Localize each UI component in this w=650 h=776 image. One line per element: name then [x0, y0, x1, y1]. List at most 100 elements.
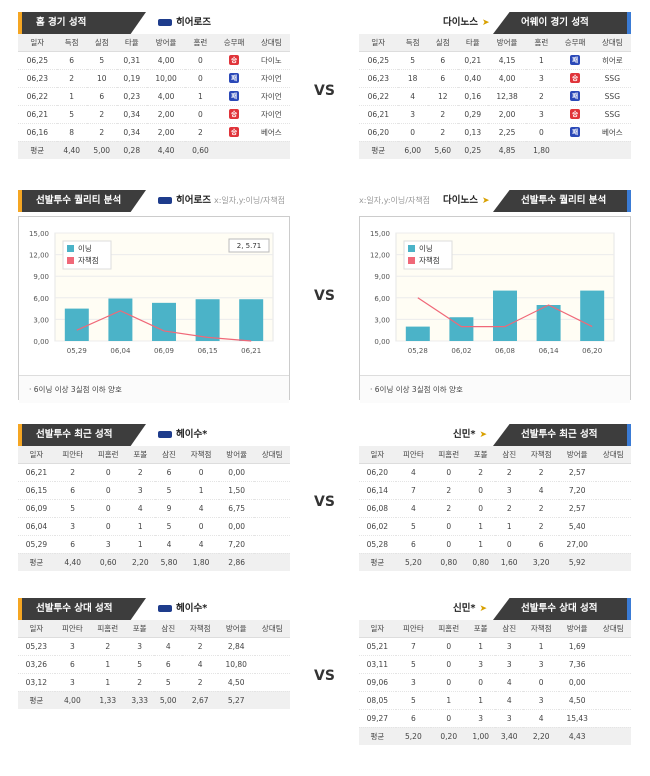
table-cell: 2 [431, 481, 467, 500]
average-cell: 평균 [359, 553, 396, 571]
table-cell: 3 [494, 709, 524, 728]
table-row: 06,21 2 0 2 6 0 0,00 [18, 463, 290, 482]
column-header: 타율 [116, 34, 147, 52]
table-cell: 4 [395, 499, 432, 518]
column-header: 피홈런 [431, 446, 467, 464]
column-header: 삼진 [494, 446, 524, 464]
y-tick-label: 0,00 [374, 338, 390, 346]
table-cell: 09,27 [359, 709, 396, 728]
panel-title: 선발투수 상대 성적 [18, 598, 146, 620]
table-cell [254, 463, 290, 482]
table-cell [254, 481, 290, 500]
table-cell: 3 [466, 709, 495, 728]
team-name: 히어로즈 [158, 15, 211, 31]
panel-title: 선발투수 최근 성적 [18, 424, 146, 446]
loss-badge-icon: 패 [570, 55, 581, 65]
table-cell [595, 637, 631, 656]
average-row: 평균 4,40 5,00 0,28 4,40 0,60 [18, 141, 290, 159]
table-row: 09,06 3 0 0 4 0 0,00 [359, 673, 631, 692]
average-row: 평균 6,00 5,60 0,25 4,85 1,80 [359, 141, 631, 159]
average-cell: 5,20 [395, 727, 432, 745]
bar [239, 299, 264, 341]
table-cell: 4,50 [558, 691, 596, 710]
table-cell: 4 [153, 637, 183, 656]
average-cell: 평균 [18, 141, 57, 159]
x-tick-label: 06,02 [451, 347, 471, 355]
series-line [76, 310, 252, 342]
column-header: 타율 [457, 34, 488, 52]
stats-table: 일자 피안타 피홈런 포볼 삼진 자책점 방어율 상대팀 06,20 4 0 2 2 2 2,57 06,14… [359, 446, 631, 571]
average-cell: 5,80 [154, 553, 184, 571]
x-tick-label: 05,28 [408, 347, 428, 355]
table-cell: 0 [523, 673, 559, 692]
average-cell: 0,60 [185, 141, 216, 159]
table-row: 05,28 6 0 1 0 6 27,00 [359, 535, 631, 554]
table-cell: 4 [494, 691, 524, 710]
table-cell: 06,20 [359, 123, 398, 142]
table-cell: 3 [54, 637, 91, 656]
table-cell [595, 709, 631, 728]
table-cell: 2,25 [487, 123, 527, 142]
average-cell: 평균 [359, 727, 396, 745]
table-cell: 2,00 [146, 105, 186, 124]
column-header: 일자 [18, 34, 57, 52]
table-cell: 0 [526, 123, 557, 142]
table-cell: 2 [526, 87, 557, 106]
table-cell: 1 [185, 87, 216, 106]
table-cell: 베어스 [593, 123, 631, 142]
table-cell: 1 [90, 673, 126, 692]
table-cell: 0 [431, 517, 467, 536]
column-header: 포볼 [466, 446, 495, 464]
table-cell: 3 [466, 655, 495, 674]
table-cell: 0 [90, 481, 126, 500]
average-row: 평균 4,40 0,60 2,20 5,80 1,80 2,86 [18, 553, 290, 571]
table-cell: 5 [54, 499, 91, 518]
table-cell [595, 463, 631, 482]
table-row: 08,05 5 1 1 4 3 4,50 [359, 691, 631, 710]
loss-badge-icon: 패 [570, 91, 581, 101]
table-cell: 4 [494, 673, 524, 692]
result-cell: 패 [556, 51, 594, 70]
table-cell: 2 [182, 637, 218, 656]
table-cell: 03,12 [18, 673, 55, 692]
table-row: 03,26 6 1 5 6 4 10,80 [18, 655, 290, 674]
average-cell: 0,25 [457, 141, 488, 159]
column-header: 상대팀 [593, 34, 631, 52]
table-cell: 6 [395, 709, 432, 728]
y-tick-label: 12,00 [29, 252, 49, 260]
result-cell: 승 [215, 123, 253, 142]
table-cell: 1 [125, 535, 155, 554]
table-cell: 0 [183, 517, 219, 536]
table-cell: 4,15 [487, 51, 527, 70]
average-cell: 0,60 [90, 553, 126, 571]
table-cell: 8 [56, 123, 87, 142]
average-cell: 평균 [359, 141, 398, 159]
table-cell: 2 [86, 123, 117, 142]
team-logo-icon: ➤ [481, 18, 490, 28]
table-row: 06,15 6 0 3 5 1 1,50 [18, 481, 290, 500]
table-cell: 06,09 [18, 499, 55, 518]
stats-table: 일자 피안타 피홈런 포볼 삼진 자책점 방어율 상대팀 05,21 7 0 1 3 1 1,69 03,11… [359, 620, 631, 745]
column-header: 실점 [427, 34, 458, 52]
table-cell: 4 [154, 535, 184, 554]
column-header: 피안타 [54, 446, 91, 464]
table-cell: 4,50 [217, 673, 255, 692]
panel-title: 선발투수 퀄리티 분석 [493, 190, 631, 212]
table-cell: 0,00 [558, 673, 596, 692]
average-row: 평균 5,20 0,80 0,80 1,60 3,20 5,92 [359, 553, 631, 571]
y-tick-label: 0,00 [33, 338, 49, 346]
table-cell: 2,84 [217, 637, 255, 656]
tooltip-box [228, 238, 270, 253]
table-cell: 12,38 [487, 87, 527, 106]
legend-label: 이닝 [419, 243, 433, 253]
table-cell: 5 [154, 517, 184, 536]
table-row: 06,22 4 12 0,16 12,38 2 패 SSG [359, 87, 631, 106]
average-cell: 5,60 [427, 141, 458, 159]
table-cell: 0,00 [218, 463, 255, 482]
table-cell: 06,08 [359, 499, 396, 518]
average-cell: 5,00 [153, 691, 183, 709]
average-cell: 2,67 [182, 691, 218, 709]
win-badge-icon: 승 [229, 55, 240, 65]
table-cell: 3 [523, 655, 559, 674]
